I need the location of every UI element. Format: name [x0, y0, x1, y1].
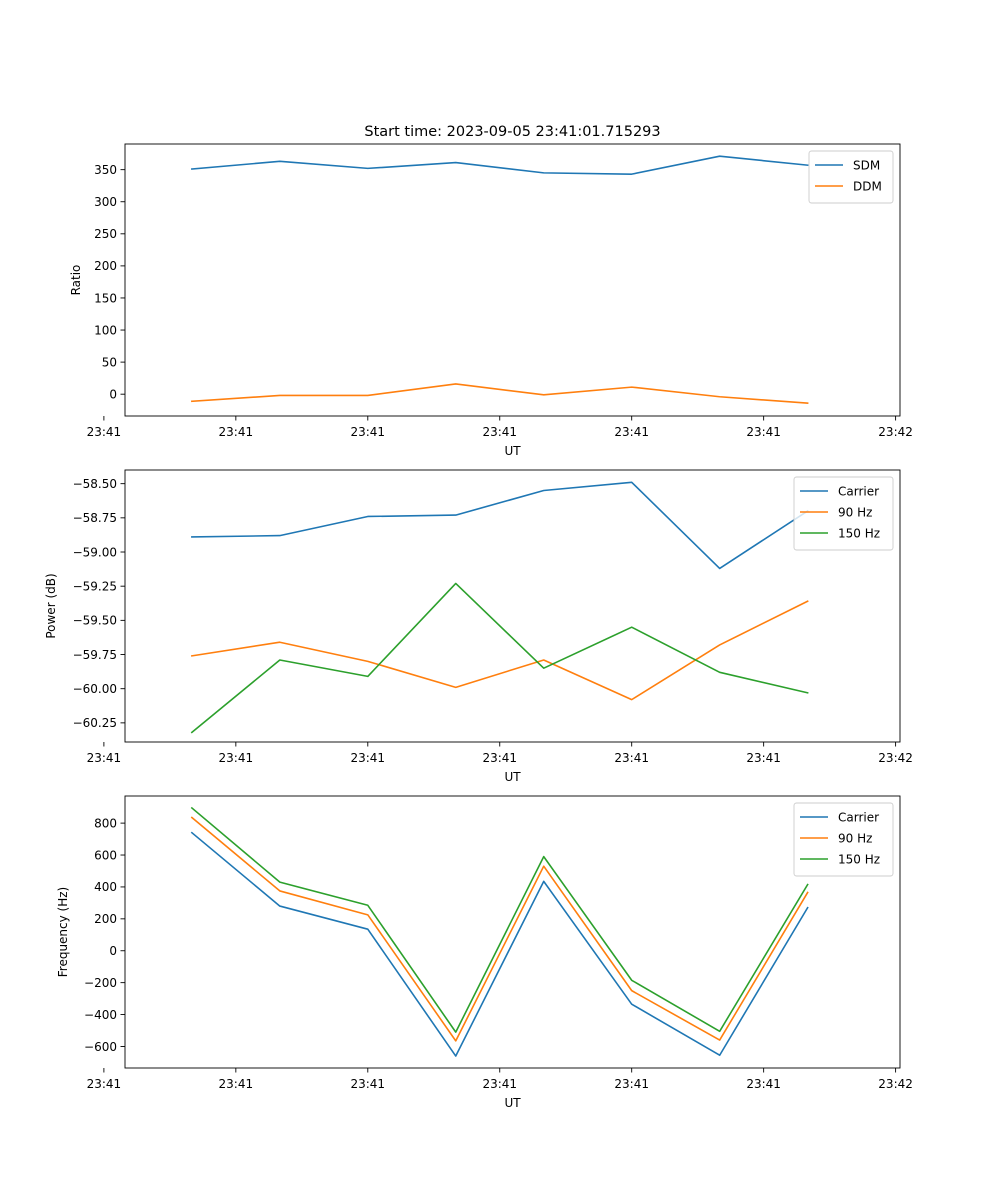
legend: Carrier 90 Hz 150 Hz [793, 476, 894, 551]
x-axis-label: UT [504, 770, 521, 784]
x-tick-label: 23:41 [219, 425, 254, 439]
y-tick-label: −59.50 [73, 614, 117, 628]
legend-box [793, 476, 894, 551]
x-tick-label: 23:42 [878, 425, 913, 439]
x-tick-label: 23:41 [219, 751, 254, 765]
legend-entry-ddm: DDM [853, 179, 882, 193]
legend-entry-sdm: SDM [853, 158, 880, 172]
y-tick-label: 50 [102, 355, 117, 369]
legend-box [793, 802, 894, 877]
y-tick-label: 300 [94, 195, 117, 209]
x-tick-label: 23:41 [219, 1077, 254, 1091]
y-tick-label: −400 [84, 1008, 117, 1022]
legend-entry-150-hz: 150 Hz [838, 526, 880, 540]
y-axis-label: Ratio [69, 265, 83, 296]
y-tick-label: 0 [109, 944, 117, 958]
x-axis-label: UT [504, 1096, 521, 1110]
y-axis-label: Frequency (Hz) [56, 887, 70, 978]
x-tick-label: 23:41 [482, 425, 517, 439]
y-tick-label: 200 [94, 259, 117, 273]
x-tick-label: 23:41 [614, 1077, 649, 1091]
y-tick-label: −59.25 [73, 579, 117, 593]
chart-panel-2: 23:41 23:41 23:41 23:41 23:41 23:41 23:42 −58.5… [44, 469, 913, 784]
x-tick-label: 23:41 [746, 425, 781, 439]
series-line-carrier [190, 831, 809, 1057]
series-line-sdm [190, 155, 809, 175]
axes-frame [124, 143, 901, 417]
chart-panel-1: 23:41 23:41 23:41 23:41 23:41 23:41 23:42 0 50 10… [69, 143, 913, 458]
series-line-90-hz [190, 600, 809, 701]
legend-entry-150-hz: 150 Hz [838, 852, 880, 866]
y-tick-label: 0 [109, 387, 117, 401]
x-tick-label: 23:41 [746, 1077, 781, 1091]
figure-title: Start time: 2023-09-05 23:41:01.715293 [364, 124, 660, 140]
y-tick-label: 250 [94, 227, 117, 241]
y-tick-label: 100 [94, 323, 117, 337]
x-tick-label: 23:41 [87, 751, 122, 765]
y-tick-label: 800 [94, 816, 117, 830]
y-tick-label: 200 [94, 912, 117, 926]
y-tick-label: 150 [94, 291, 117, 305]
y-tick-label: −59.00 [73, 545, 117, 559]
x-tick-label: 23:41 [87, 1077, 122, 1091]
series-line-ddm [191, 383, 809, 405]
y-axis-label: Power (dB) [44, 573, 58, 638]
series-line-carrier [191, 481, 809, 570]
x-tick-label: 23:41 [746, 751, 781, 765]
y-tick-label: −200 [84, 976, 117, 990]
x-tick-label: 23:41 [614, 425, 649, 439]
legend-entry-90-hz: 90 Hz [838, 505, 872, 519]
y-tick-label: 400 [94, 880, 117, 894]
series-line-150-hz [190, 806, 809, 1033]
x-tick-label: 23:42 [878, 1077, 913, 1091]
x-axis-label: UT [504, 444, 521, 458]
series-line-150-hz [190, 582, 809, 734]
legend-entry-90-hz: 90 Hz [838, 831, 872, 845]
x-tick-label: 23:41 [482, 751, 517, 765]
x-tick-label: 23:41 [87, 425, 122, 439]
y-tick-label: −60.00 [73, 682, 117, 696]
x-tick-label: 23:42 [878, 751, 913, 765]
axes-frame [124, 795, 901, 1069]
legend: SDM DDM [808, 150, 894, 204]
x-tick-label: 23:41 [482, 1077, 517, 1091]
y-tick-label: −58.75 [73, 511, 117, 525]
x-tick-label: 23:41 [350, 425, 385, 439]
legend-entry-carrier: Carrier [838, 810, 879, 824]
axes-frame [124, 469, 901, 743]
legend-box [808, 150, 894, 204]
y-tick-label: −600 [84, 1040, 117, 1054]
y-tick-label: 600 [94, 848, 117, 862]
y-tick-label: −58.50 [73, 477, 117, 491]
y-tick-label: −59.75 [73, 648, 117, 662]
y-tick-label: 350 [94, 163, 117, 177]
series-line-90-hz [190, 816, 809, 1042]
x-tick-label: 23:41 [350, 1077, 385, 1091]
x-tick-label: 23:41 [350, 751, 385, 765]
y-tick-label: −60.25 [73, 716, 117, 730]
x-tick-label: 23:41 [614, 751, 649, 765]
chart-panel-3: 23:41 23:41 23:41 23:41 23:41 23:41 23:42 800 60… [56, 795, 913, 1110]
legend-entry-carrier: Carrier [838, 484, 879, 498]
legend: Carrier 90 Hz 150 Hz [793, 802, 894, 877]
